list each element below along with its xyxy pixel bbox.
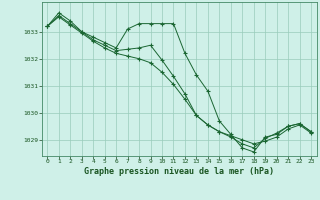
X-axis label: Graphe pression niveau de la mer (hPa): Graphe pression niveau de la mer (hPa): [84, 167, 274, 176]
